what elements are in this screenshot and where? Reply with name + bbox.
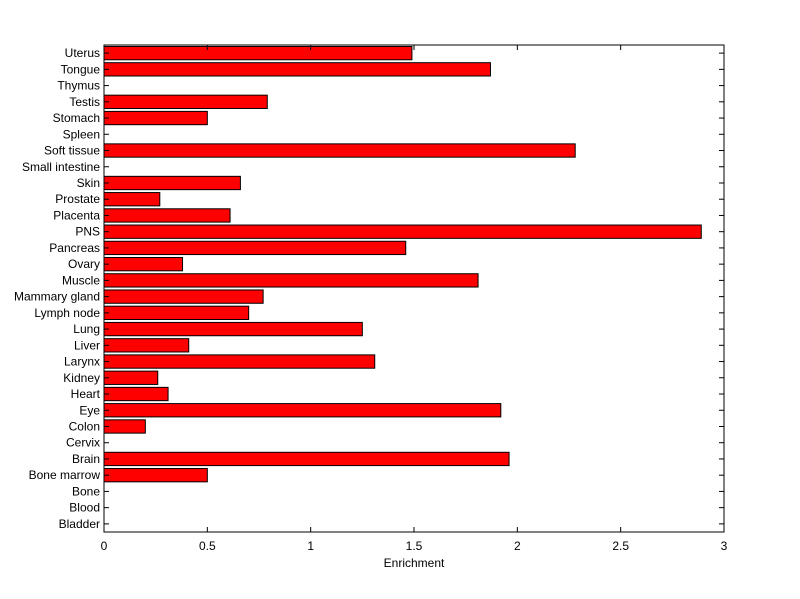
y-tick-label-mammary-gland: Mammary gland [14,290,100,304]
plot-frame [103,44,725,533]
y-tick-label-stomach: Stomach [53,111,100,125]
bar-ovary [103,256,184,272]
bar-testis [103,94,268,109]
y-tick-label-lymph-node: Lymph node [34,306,100,320]
bar-bone-marrow [103,468,208,483]
bar-brain [103,451,510,467]
bar-lung [103,321,363,337]
x-ticks-group: 0 0.5 1 1.5 2 2.5 3 [101,45,728,553]
x-tick-label-6: 3 [721,539,728,553]
bar-pns [103,224,702,239]
bar-lymph-node [103,305,250,321]
y-tick-label-larynx: Larynx [64,355,100,369]
bar-larynx [103,354,376,369]
bar-stomach [103,110,208,126]
bar-muscle [103,273,479,288]
bar-prostate [103,192,161,207]
y-tick-label-soft-tissue: Soft tissue [44,144,100,158]
y-tick-label-lung: Lung [73,322,100,336]
y-tick-label-colon: Colon [69,419,100,433]
y-tick-label-testis: Testis [69,95,100,109]
y-tick-label-bone: Bone [72,484,100,498]
bar-eye [103,403,502,418]
y-tick-label-placenta: Placenta [53,208,100,222]
y-tick-label-cervix: Cervix [66,436,100,450]
y-tick-label-small-intestine: Small intestine [22,160,100,174]
x-tick-label-4: 2 [514,539,521,553]
y-tick-label-pns: PNS [75,225,100,239]
bar-liver [103,338,190,353]
y-tick-label-muscle: Muscle [62,273,100,287]
y-tick-label-bladder: Bladder [59,517,100,531]
plot-area [104,45,724,532]
y-tick-label-brain: Brain [72,452,100,466]
y-ticks-group: Uterus Tongue Thymus Testis Stomach Spleen Sof… [14,46,724,531]
bar-tongue [103,62,491,77]
y-tick-label-kidney: Kidney [63,371,100,385]
bar-heart [103,386,169,402]
bar-pancreas [103,240,407,256]
y-tick-label-skin: Skin [77,176,100,190]
x-tick-label-0: 0 [101,539,108,553]
x-tick-label-3: 1.5 [406,539,423,553]
bar-kidney [103,370,159,385]
x-tick-label-5: 2.5 [612,539,629,553]
bar-colon [103,419,146,434]
y-tick-label-eye: Eye [79,403,100,417]
bar-skin [103,175,241,191]
y-tick-label-uterus: Uterus [65,46,100,60]
y-tick-label-thymus: Thymus [57,79,100,93]
y-tick-label-blood: Blood [69,501,100,515]
y-tick-label-bone-marrow: Bone marrow [29,468,101,482]
y-tick-label-heart: Heart [71,387,101,401]
y-tick-label-liver: Liver [74,338,100,352]
x-tick-label-1: 0.5 [199,539,216,553]
y-tick-label-ovary: Ovary [68,257,100,271]
x-tick-label-2: 1 [307,539,314,553]
y-tick-label-prostate: Prostate [55,192,100,206]
bar-soft-tissue [103,143,576,158]
bar-placenta [103,208,231,223]
bar-mammary-gland [103,289,264,304]
y-tick-label-tongue: Tongue [61,62,101,76]
x-axis-label: Enrichment [384,556,445,570]
y-tick-label-pancreas: Pancreas [49,241,100,255]
y-tick-label-spleen: Spleen [63,127,100,141]
bar-uterus [103,45,413,61]
